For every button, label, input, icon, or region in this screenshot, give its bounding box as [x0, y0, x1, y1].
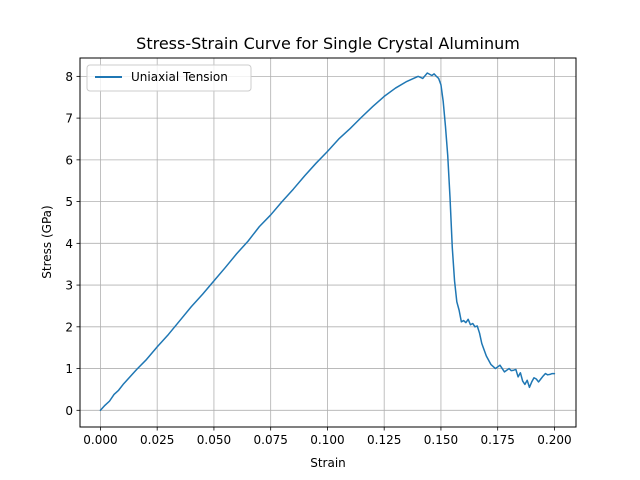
ticks: 0.000 0.025 0.050 0.075 0.100 0.125 0.150 0.175… [65, 70, 571, 447]
data-layer [99, 72, 556, 412]
grid [80, 58, 576, 427]
y-tick-label: 4 [65, 237, 73, 251]
x-tick-label: 0.150 [424, 433, 458, 447]
y-axis-label: Stress (GPa) [40, 205, 54, 278]
x-tick-label: 0.000 [83, 433, 117, 447]
y-tick-label: 8 [65, 70, 73, 84]
chart-title: Stress-Strain Curve for Single Crystal A… [136, 34, 520, 53]
series-line-0 [99, 72, 556, 412]
y-tick-label: 2 [65, 320, 73, 334]
y-tick-label: 7 [65, 112, 73, 126]
y-tick-label: 5 [65, 195, 73, 209]
x-axis-label: Strain [310, 456, 346, 470]
x-tick-label: 0.200 [537, 433, 571, 447]
x-tick-label: 0.025 [140, 433, 174, 447]
legend-box [86, 64, 252, 92]
x-tick-label: 0.075 [254, 433, 288, 447]
x-tick-label: 0.175 [481, 433, 515, 447]
y-tick-label: 6 [65, 153, 73, 167]
y-tick-label: 3 [65, 279, 73, 293]
plot-area-frame [79, 57, 577, 428]
legend: Uniaxial Tension [86, 64, 252, 92]
legend-label: Uniaxial Tension [131, 70, 228, 84]
x-tick-label: 0.050 [197, 433, 231, 447]
x-tick-label: 0.125 [367, 433, 401, 447]
x-tick-label: 0.100 [310, 433, 344, 447]
y-tick-label: 0 [65, 404, 73, 418]
y-tick-label: 1 [65, 362, 73, 376]
